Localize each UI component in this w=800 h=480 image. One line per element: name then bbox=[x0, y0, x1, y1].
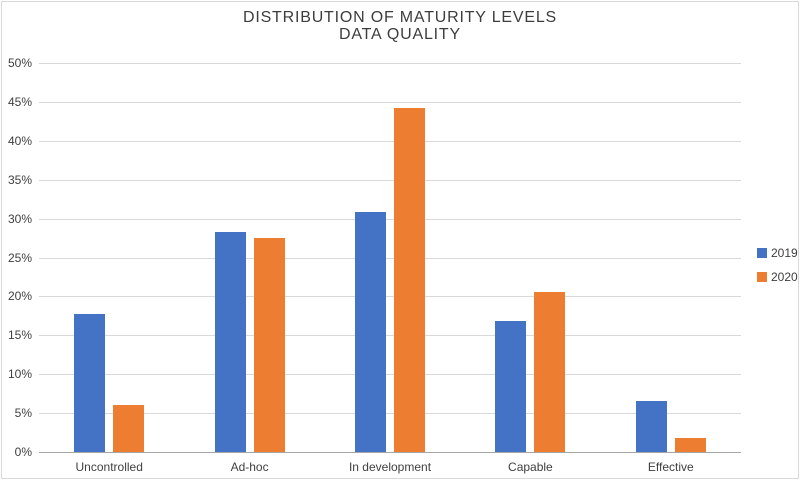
bar-2020-uncontrolled bbox=[113, 404, 145, 452]
x-axis-category-label-effective: Effective bbox=[647, 460, 694, 474]
x-axis-category-label-ad-hoc: Ad-hoc bbox=[230, 460, 269, 474]
chart-title-line2: DATA QUALITY bbox=[339, 26, 461, 43]
bar-2020-in-development bbox=[394, 108, 425, 452]
gridline bbox=[39, 335, 741, 337]
gridline bbox=[39, 179, 741, 181]
legend-swatch-2019 bbox=[757, 248, 767, 258]
legend: 2019 2020 bbox=[757, 246, 798, 294]
y-axis-tick-label: 10% bbox=[7, 367, 32, 382]
gridline bbox=[39, 296, 741, 298]
bar-2019-effective bbox=[635, 400, 667, 452]
bar-2020-capable bbox=[534, 291, 566, 452]
y-axis-tick-label: 50% bbox=[7, 56, 32, 70]
legend-swatch-2020 bbox=[757, 272, 767, 282]
y-axis-tick-label: 40% bbox=[7, 133, 32, 148]
gridline bbox=[39, 63, 741, 64]
y-axis-tick-label: 45% bbox=[7, 94, 32, 109]
chart-title: DISTRIBUTION OF MATURITY LEVELS DATA QUA… bbox=[2, 9, 798, 43]
x-axis-category-label-capable: Capable bbox=[508, 460, 553, 474]
gridline bbox=[39, 413, 741, 415]
legend-label-2020: 2020 bbox=[771, 270, 798, 284]
gridline bbox=[39, 218, 741, 220]
legend-item-2020: 2020 bbox=[757, 270, 798, 284]
gridline bbox=[39, 257, 741, 259]
y-axis-tick-label: 15% bbox=[7, 328, 32, 343]
chart-title-line1: DISTRIBUTION OF MATURITY LEVELS bbox=[242, 9, 558, 26]
legend-label-2019: 2019 bbox=[771, 246, 798, 260]
bar-2020-effective bbox=[674, 437, 706, 452]
y-axis-tick-label: 20% bbox=[7, 289, 32, 304]
gridline bbox=[39, 140, 741, 142]
bar-2020-ad-hoc bbox=[253, 238, 285, 452]
gridline bbox=[39, 374, 741, 376]
y-axis-tick-label: 5% bbox=[14, 406, 32, 421]
y-axis-tick-label: 30% bbox=[7, 211, 32, 226]
bar-2019-capable bbox=[495, 321, 527, 452]
y-axis-tick-label: 25% bbox=[7, 250, 32, 265]
x-axis-category-label-in-development: In development bbox=[348, 460, 432, 474]
gridline bbox=[39, 101, 741, 103]
bar-2019-in-development bbox=[355, 212, 386, 452]
x-axis-category-label-uncontrolled: Uncontrolled bbox=[75, 460, 143, 474]
x-axis-line bbox=[39, 452, 741, 453]
bar-2019-uncontrolled bbox=[74, 314, 106, 452]
y-axis-tick-label: 35% bbox=[7, 172, 32, 187]
bar-2019-ad-hoc bbox=[214, 231, 246, 452]
legend-item-2019: 2019 bbox=[757, 246, 798, 260]
y-axis-tick-label: 0% bbox=[14, 445, 32, 459]
